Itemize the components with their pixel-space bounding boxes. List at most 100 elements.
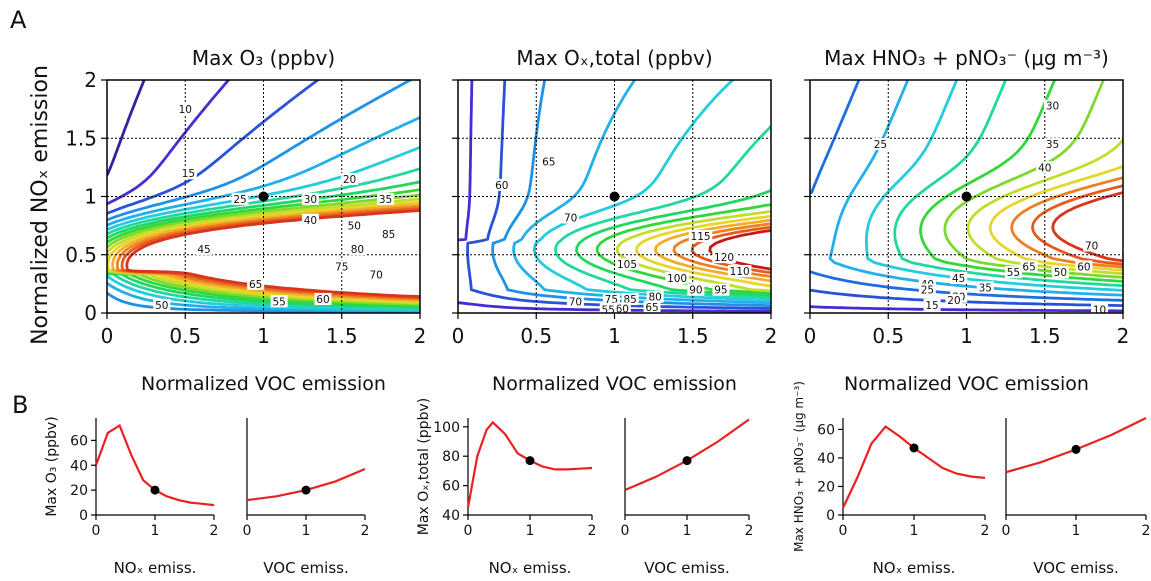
contour-label-bg <box>918 283 936 296</box>
panel-a-ylabel: Normalized NOₓ emission <box>28 65 53 345</box>
contour-label: 110 <box>730 266 750 278</box>
contour-label-bg <box>247 277 265 290</box>
contour-label: 35 <box>979 282 992 294</box>
y-tick-label: 1 <box>84 185 97 209</box>
x-tick-label: 0.5 <box>169 324 201 348</box>
x-tick-label: 1 <box>960 324 973 348</box>
contour-label: 25 <box>233 194 246 206</box>
x-tick-label: 2 <box>361 523 370 539</box>
contour-label-bg <box>1036 161 1054 174</box>
contour-label: 55 <box>1007 267 1020 279</box>
x-tick-label: 0.5 <box>520 324 552 348</box>
line-xlabel: NOₓ emiss. <box>114 559 197 577</box>
y-tick-label: 60 <box>817 422 835 438</box>
contour-75 <box>532 80 771 302</box>
contour-label: 60 <box>316 294 329 306</box>
contour-65 <box>1031 184 1123 266</box>
x-tick-label: 0 <box>839 523 848 539</box>
x-tick-label: 1 <box>257 324 270 348</box>
contour-label: 25 <box>921 285 934 297</box>
contour-label-bg <box>377 192 395 205</box>
y-tick-label: 100 <box>433 420 460 436</box>
x-tick-label: 2 <box>588 523 597 539</box>
x-tick-label: 1 <box>683 523 692 539</box>
y-tick-label: 0 <box>79 508 88 524</box>
contour-label-bg <box>1044 99 1062 112</box>
baseline-marker <box>909 443 919 453</box>
y-tick-label: 40 <box>442 508 460 524</box>
contour-label-bg <box>923 298 941 311</box>
contour-label-bg <box>712 251 736 264</box>
series-line <box>842 425 986 509</box>
y-tick-label: 0 <box>84 301 97 325</box>
line-panel-4: 0 1 2 VOC emiss. <box>621 418 754 577</box>
contour-label: 115 <box>691 231 711 243</box>
contour-label-bg <box>976 281 994 294</box>
contour-label-bg <box>314 293 332 306</box>
contour-15 <box>107 80 230 206</box>
y-tick-label: 20 <box>817 479 835 495</box>
y-tick-label: 1.5 <box>65 126 97 150</box>
x-tick-label: 2 <box>414 324 427 348</box>
contour-label: 60 <box>1077 261 1090 273</box>
y-tick-label: 80 <box>442 449 460 465</box>
contour-60 <box>1010 176 1123 269</box>
y-tick-label: 2 <box>84 68 97 92</box>
contour-label-bg <box>301 213 319 226</box>
contour-label-bg <box>153 298 171 311</box>
contour-panel-3: 253035407060655550454035302520151000.511… <box>804 46 1130 395</box>
series-line <box>624 418 750 492</box>
contour-label-bg <box>688 230 713 243</box>
contour-label-bg <box>950 272 968 285</box>
x-tick-label: 0 <box>92 523 101 539</box>
contour-label-bg <box>871 138 889 151</box>
x-tick-label: 2 <box>981 523 990 539</box>
contour-label: 10 <box>179 104 192 116</box>
contour-label: 25 <box>874 139 887 151</box>
contour-label: 80 <box>649 292 662 304</box>
contour-label: 85 <box>382 229 395 241</box>
contour-label-bg <box>945 294 963 307</box>
x-tick-label: 2 <box>1117 324 1130 348</box>
baseline-marker <box>961 191 972 202</box>
contour-label-bg <box>566 295 584 308</box>
contour-title: Max Oₓ,total (ppbv) <box>516 46 712 70</box>
line-xlabel: NOₓ emiss. <box>873 559 956 577</box>
baseline-marker <box>150 485 160 495</box>
contour-label: 70 <box>1085 240 1098 252</box>
y-tick-label: 60 <box>442 479 460 495</box>
contour-label-bg <box>179 167 197 180</box>
contour-label-bg <box>345 219 363 232</box>
x-tick-label: 2 <box>745 523 754 539</box>
contour-label: 95 <box>714 285 727 297</box>
x-tick-label: 2 <box>765 324 778 348</box>
contour-label: 45 <box>197 244 210 256</box>
contour-lines <box>107 80 420 313</box>
contour-label-bg <box>195 242 213 255</box>
x-tick-label: 0 <box>621 523 630 539</box>
x-tick-label: 0 <box>464 523 473 539</box>
contour-50 <box>966 138 1123 276</box>
contour-label: 100 <box>667 273 687 285</box>
x-tick-label: 1 <box>910 523 919 539</box>
x-tick-label: 1 <box>1072 523 1081 539</box>
contour-label: 15 <box>182 168 195 180</box>
contour-label: 80 <box>351 244 364 256</box>
contour-label-bg <box>1051 266 1069 279</box>
line-ylabel: Max Oₓ,total (ppbv) <box>416 398 432 535</box>
contour-label-bg <box>1020 260 1038 273</box>
contour-label: 45 <box>952 273 965 285</box>
contour-label-bg <box>613 302 631 315</box>
contour-label: 120 <box>714 252 734 264</box>
baseline-marker <box>525 456 535 466</box>
y-tick-label: 0.5 <box>65 243 97 267</box>
x-tick-label: 1 <box>608 324 621 348</box>
contour-label-bg <box>367 268 385 281</box>
line-xlabel: VOC emiss. <box>644 559 729 577</box>
contour-label: 50 <box>155 300 168 312</box>
contour-label-bg <box>712 283 730 296</box>
baseline-marker <box>301 485 311 495</box>
contour-label-bg <box>665 272 689 285</box>
